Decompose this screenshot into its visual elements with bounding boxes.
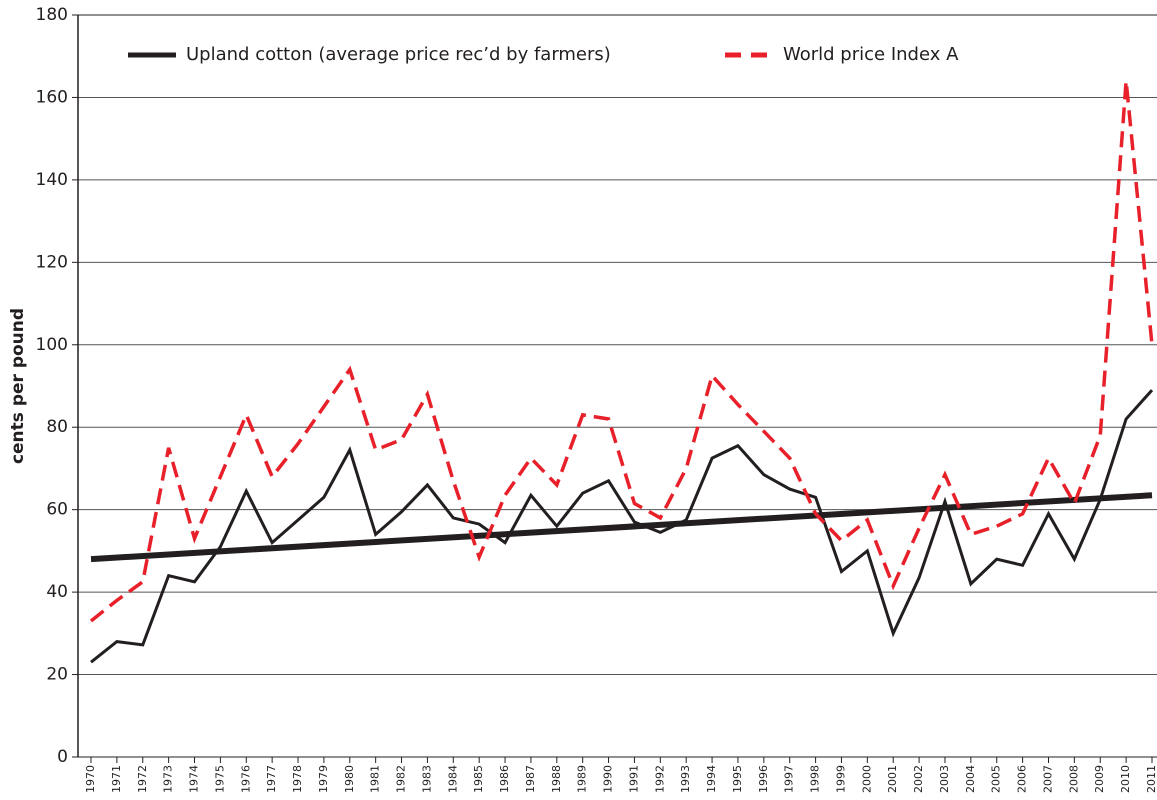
y-tick-label: 40 bbox=[46, 582, 68, 602]
x-tick-label: 1989 bbox=[576, 765, 589, 793]
series-line bbox=[89, 80, 1154, 623]
x-tick-label: 2000 bbox=[860, 765, 873, 793]
y-tick-label: 120 bbox=[36, 252, 68, 272]
y-axis-label: cents per pound bbox=[8, 308, 28, 464]
x-tick-label: 1997 bbox=[783, 765, 796, 793]
y-tick-label: 180 bbox=[36, 5, 68, 25]
x-tick-label: 2007 bbox=[1041, 765, 1054, 793]
x-tick-label: 1975 bbox=[213, 765, 226, 793]
x-tick-label: 1976 bbox=[239, 765, 252, 793]
legend-label: World price Index A bbox=[783, 44, 959, 65]
y-tick-label: 100 bbox=[36, 335, 68, 355]
x-tick-label: 1985 bbox=[472, 765, 485, 793]
x-tick-label: 1998 bbox=[809, 765, 822, 793]
x-tick-label: 2003 bbox=[938, 765, 951, 793]
x-tick-label: 1996 bbox=[757, 765, 770, 793]
x-tick-label: 2008 bbox=[1067, 765, 1080, 793]
x-tick-label: 1970 bbox=[84, 765, 97, 793]
x-tick-label: 1980 bbox=[343, 765, 356, 793]
x-tick-label: 1974 bbox=[188, 765, 201, 793]
x-tick-label: 1987 bbox=[524, 765, 537, 793]
x-tick-label: 1990 bbox=[602, 765, 615, 793]
y-tick-label: 0 bbox=[57, 747, 68, 767]
x-tick-label: 1973 bbox=[162, 765, 175, 793]
x-tick-label: 1992 bbox=[653, 765, 666, 793]
x-tick-label: 1994 bbox=[705, 765, 718, 793]
x-tick-label: 2010 bbox=[1119, 765, 1132, 793]
x-tick-label: 1981 bbox=[369, 765, 382, 793]
x-tick-label: 1986 bbox=[498, 765, 511, 793]
y-tick-label: 60 bbox=[46, 500, 68, 520]
x-tick-label: 1971 bbox=[110, 765, 123, 793]
x-tick-label: 1972 bbox=[136, 765, 149, 793]
x-tick-label: 2006 bbox=[1016, 765, 1029, 793]
x-tick-label: 2004 bbox=[964, 765, 977, 793]
x-tick-label: 1978 bbox=[291, 765, 304, 793]
legend-label: Upland cotton (average price rec’d by fa… bbox=[186, 44, 611, 65]
x-tick-label: 2001 bbox=[886, 765, 899, 793]
trend-line bbox=[90, 492, 1153, 563]
x-tick-label: 1982 bbox=[395, 765, 408, 793]
x-tick-label: 1984 bbox=[446, 765, 459, 793]
x-tick-label: 1977 bbox=[265, 765, 278, 793]
x-tick-label: 2009 bbox=[1093, 765, 1106, 793]
x-tick-label: 1991 bbox=[627, 765, 640, 793]
x-tick-label: 2011 bbox=[1145, 765, 1157, 793]
x-tick-label: 2005 bbox=[990, 765, 1003, 793]
series-line bbox=[90, 389, 1154, 664]
y-tick-label: 80 bbox=[46, 417, 68, 437]
x-tick-label: 1999 bbox=[834, 765, 847, 793]
x-tick-label: 1988 bbox=[550, 765, 563, 793]
y-tick-label: 140 bbox=[36, 170, 68, 190]
x-tick-label: 1979 bbox=[317, 765, 330, 793]
x-tick-label: 1993 bbox=[679, 765, 692, 793]
y-tick-label: 20 bbox=[46, 665, 68, 685]
x-tick-label: 1995 bbox=[731, 765, 744, 793]
x-tick-label: 1983 bbox=[420, 765, 433, 793]
y-tick-label: 160 bbox=[36, 87, 68, 107]
x-tick-label: 2002 bbox=[912, 765, 925, 793]
